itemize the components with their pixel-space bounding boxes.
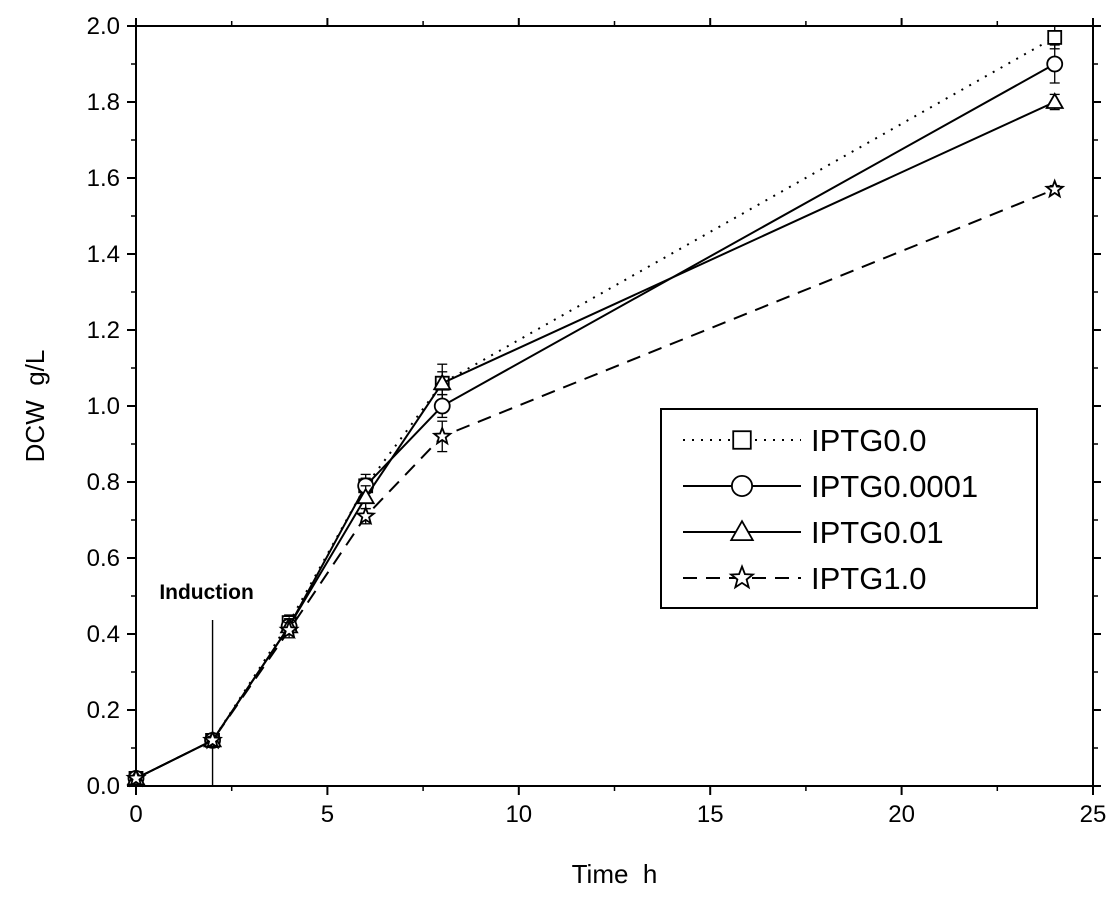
y-tick-label: 0.6 (87, 545, 120, 572)
data-point-IPTG0.01 (1045, 92, 1065, 109)
data-point-IPTG0.0001 (1046, 55, 1064, 73)
series-line-IPTG1.0 (135, 188, 1056, 780)
series-line-IPTG0.0 (135, 36, 1056, 780)
data-point-IPTG0.01 (432, 373, 452, 391)
legend-label: IPTG1.0 (811, 561, 926, 596)
annotation-layer: Induction (159, 581, 254, 786)
y-tick-label: 0.0 (87, 773, 120, 800)
y-tick-label: 0.4 (87, 621, 120, 648)
legend-box (660, 408, 1038, 609)
x-axis: 0 5 10 15 20 25 (129, 18, 1106, 828)
data-point-IPTG0.0 (1047, 29, 1063, 45)
y-axis-title: DCW g/L (20, 350, 50, 463)
x-axis-title: Time h (572, 859, 658, 889)
legend: IPTG0.0 IPTG0.0001 IPTG0.01 IPTG1.0 (660, 408, 1038, 609)
x-tick-label: 25 (1080, 801, 1107, 828)
legend-label: IPTG0.01 (811, 515, 944, 550)
series-IPTG1.0 (125, 178, 1066, 788)
y-tick-label: 1.4 (87, 241, 120, 268)
data-point-IPTG1.0 (278, 619, 300, 640)
plot-border (135, 25, 1094, 787)
y-tick-label: 1.6 (87, 165, 120, 192)
x-tick-label: 20 (888, 801, 915, 828)
plot-area (135, 25, 1094, 787)
y-tick-label: 2.0 (87, 13, 120, 40)
data-point-IPTG1.0 (1044, 178, 1066, 199)
y-tick-label: 1.0 (87, 393, 120, 420)
x-tick-label: 5 (321, 801, 334, 828)
data-point-IPTG1.0 (431, 425, 453, 446)
induction-annotation: Induction (159, 581, 253, 604)
legend-marker (732, 430, 752, 450)
y-tick-label: 0.2 (87, 697, 120, 724)
series-layer (125, 25, 1066, 788)
data-point-IPTG1.0 (125, 767, 147, 788)
data-point-IPTG0.01 (356, 487, 376, 505)
y-tick-label: 0.8 (87, 469, 120, 496)
y-tick-label: 1.2 (87, 317, 120, 344)
legend-marker (729, 519, 755, 541)
legend-marker (730, 474, 754, 498)
legend-label: IPTG0.0001 (811, 469, 978, 504)
x-tick-label: 10 (505, 801, 532, 828)
data-point-IPTG0.0001 (433, 397, 451, 415)
x-tick-label: 15 (697, 801, 724, 828)
series-IPTG0.0 (128, 25, 1063, 786)
data-point-IPTG1.0 (355, 505, 377, 526)
y-axis: 0.0 0.2 0.4 0.6 0.8 1.0 1.2 1.4 1.6 1.8 2.0 (87, 13, 1101, 800)
data-point-IPTG1.0 (202, 729, 224, 750)
legend-marker (728, 563, 756, 590)
legend-label: IPTG0.0 (811, 423, 926, 458)
y-tick-label: 1.8 (87, 89, 120, 116)
x-tick-label: 0 (129, 801, 142, 828)
